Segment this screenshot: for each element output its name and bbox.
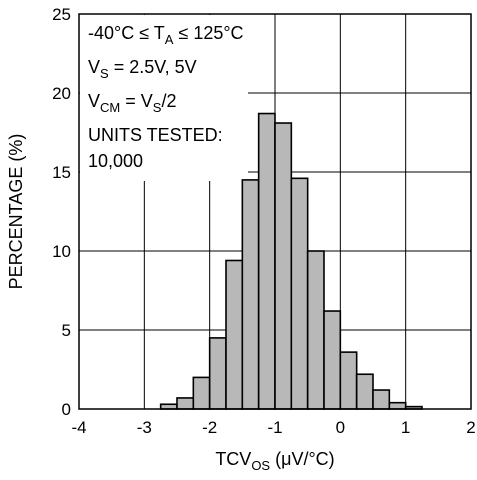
x-tick-label: 0 [336, 418, 345, 437]
annotation-text: = V [120, 91, 153, 111]
x-tick-label: -3 [137, 418, 152, 437]
annotation-text: ≤ 125°C [173, 23, 243, 43]
annotation-text: UNITS TESTED: [88, 125, 223, 145]
histogram-bar [274, 122, 293, 410]
annotation-text: = 2.5V, 5V [109, 57, 197, 77]
annotation-line: UNITS TESTED: [88, 125, 223, 145]
annotation-text: -40°C ≤ T [88, 23, 165, 43]
x-axis-label: TCVOS (μV/°C) [215, 449, 334, 473]
annotation-line: 10,000 [88, 151, 143, 171]
plot-frame [78, 13, 472, 410]
x-tick-label: -2 [202, 418, 217, 437]
annotation-subscript: A [165, 32, 174, 47]
annotation-text: /2 [161, 91, 176, 111]
y-tick-label: 0 [62, 400, 71, 419]
annotation-line: VS = 2.5V, 5V [88, 57, 197, 81]
histogram-bar [208, 337, 227, 410]
histogram-bar [306, 250, 325, 410]
x-tick-label: 1 [401, 418, 410, 437]
histogram-bar [257, 112, 276, 410]
x-tick-label: 2 [466, 418, 475, 437]
annotation-text: V [88, 91, 100, 111]
annotation-subscript: S [100, 66, 109, 81]
annotation-subscript: CM [100, 100, 120, 115]
annotation-subscript: S [153, 100, 162, 115]
histogram-bar [388, 401, 407, 410]
y-axis-ticks: 0 5 10 15 20 25 [52, 5, 71, 419]
annotation-text: 10,000 [88, 151, 143, 171]
x-tick-label: -1 [267, 418, 282, 437]
histogram-bar [290, 177, 309, 410]
y-tick-label: 10 [52, 242, 71, 261]
histogram-bar [225, 259, 244, 410]
x-axis-label-unit: (μV/°C) [270, 449, 335, 469]
x-axis-label-main: TCV [215, 449, 251, 469]
y-tick-label: 25 [52, 5, 71, 24]
histogram-bar [176, 397, 195, 410]
histogram-bar [323, 310, 342, 410]
histogram-bar [241, 179, 260, 410]
histogram-bars [159, 112, 423, 410]
histogram-bar [355, 373, 374, 410]
histogram-bar [192, 376, 211, 410]
y-tick-label: 20 [52, 84, 71, 103]
annotation-text: V [88, 57, 100, 77]
y-axis-label: PERCENTAGE (%) [6, 134, 26, 290]
x-axis-label-sub: OS [251, 458, 270, 473]
histogram-bar [372, 389, 391, 410]
annotation-background [80, 15, 248, 181]
y-tick-label: 15 [52, 163, 71, 182]
x-axis-ticks: -4 -3 -2 -1 0 1 2 [71, 418, 475, 437]
histogram-bar [339, 351, 358, 410]
annotation-line: VCM = VS/2 [88, 91, 176, 115]
annotation-line: -40°C ≤ TA ≤ 125°C [88, 23, 244, 47]
x-tick-label: -4 [71, 418, 86, 437]
y-tick-label: 5 [62, 321, 71, 340]
